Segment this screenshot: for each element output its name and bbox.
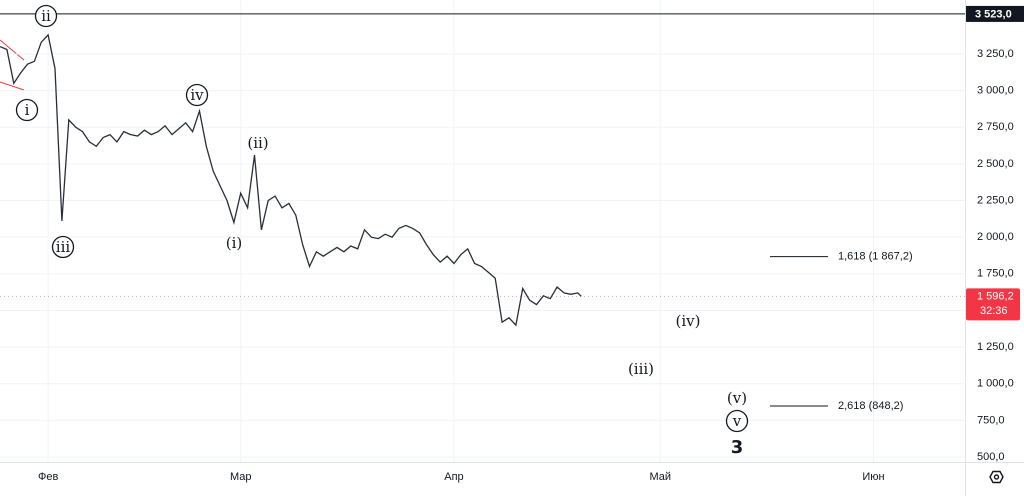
wave-circle bbox=[185, 83, 209, 107]
x-tick-label: Май bbox=[650, 471, 672, 483]
x-tick-label: Июн bbox=[862, 471, 884, 483]
wave-label: (v) bbox=[727, 389, 747, 407]
x-tick-label: Фев bbox=[38, 471, 58, 483]
fib-label: 2,618 (848,2) bbox=[838, 400, 903, 412]
y-tick-label: 1 250,0 bbox=[977, 341, 1014, 353]
wave-label: (iv) bbox=[676, 312, 701, 330]
countdown: 32:36 bbox=[980, 305, 1008, 317]
x-tick-label: Апр bbox=[444, 471, 463, 483]
y-tick-label: 1 000,0 bbox=[977, 378, 1014, 390]
y-tick-label: 2 750,0 bbox=[977, 121, 1014, 133]
wave-circle bbox=[34, 4, 58, 28]
wave-label: v bbox=[732, 412, 742, 430]
wave-label: (iii) bbox=[628, 360, 654, 378]
wave-label: (ii) bbox=[247, 134, 268, 152]
settings-button[interactable] bbox=[989, 470, 1004, 484]
wave-circle bbox=[725, 409, 749, 433]
wave-label: i bbox=[25, 101, 30, 119]
fib-label: 1,618 (1 867,2) bbox=[838, 251, 913, 263]
last-price-badge bbox=[966, 288, 1020, 321]
trendline bbox=[0, 81, 25, 91]
last-price-label: 1 596,2 bbox=[977, 291, 1014, 303]
settings-icon[interactable] bbox=[989, 470, 1004, 484]
y-tick-label: 1 750,0 bbox=[977, 268, 1014, 280]
wave-circle bbox=[51, 235, 75, 259]
wave-label: ii bbox=[41, 7, 51, 25]
x-tick-label: Мар bbox=[230, 471, 252, 483]
high-line-badge bbox=[966, 5, 1024, 22]
y-tick-label: 2 000,0 bbox=[977, 231, 1014, 243]
wave-label: iv bbox=[190, 86, 204, 104]
price-line bbox=[0, 33, 582, 327]
wave-label: (i) bbox=[226, 234, 243, 252]
y-tick-label: 500,0 bbox=[977, 451, 1005, 463]
wave-label: iii bbox=[56, 238, 71, 256]
high-line-label: 3 523,0 bbox=[975, 8, 1012, 20]
y-tick-label: 2 500,0 bbox=[977, 158, 1014, 170]
wave-circle bbox=[15, 98, 39, 122]
y-tick-label: 2 250,0 bbox=[977, 194, 1014, 206]
settings-icon-center[interactable] bbox=[993, 474, 1000, 480]
wave-label: 3 bbox=[731, 437, 744, 458]
y-tick-label: 750,0 bbox=[977, 414, 1005, 426]
trendline bbox=[0, 39, 25, 61]
y-tick-label: 3 250,0 bbox=[977, 48, 1014, 60]
y-tick-label: 3 000,0 bbox=[977, 84, 1014, 96]
